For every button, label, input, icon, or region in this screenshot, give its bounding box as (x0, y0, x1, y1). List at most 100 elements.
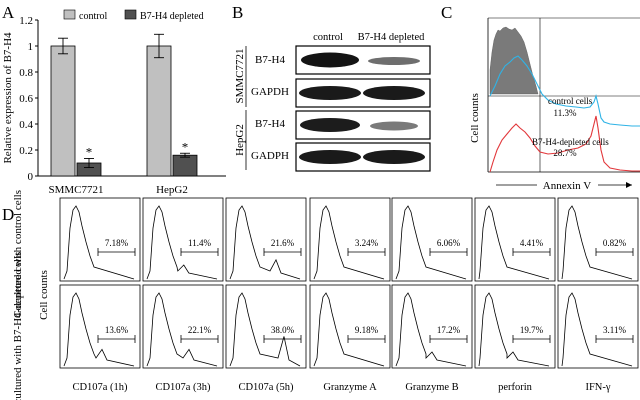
panel-c-label: C (441, 3, 452, 22)
panel-c-y-label: Cell counts (469, 93, 481, 143)
panel-c-x-arrowhead (626, 182, 632, 188)
panel-d-histogram-grid: D Cocultured with control cells Cocultur… (2, 190, 639, 400)
histogram-cell-r2-c7: 3.11% (557, 284, 639, 369)
histogram-curve (63, 205, 135, 280)
gate-percentage: 4.41% (520, 238, 544, 248)
histogram-curve-depleted (489, 115, 640, 173)
column-label: IFN-γ (585, 382, 610, 393)
histogram-cell-r2-c4: 9.18% (309, 284, 391, 369)
histogram-cell-r1-c6: 4.41% (474, 197, 556, 282)
histogram-cell-r2-c6: 19.7% (474, 284, 556, 369)
histogram-curve (146, 205, 218, 280)
histogram-curve (229, 292, 301, 367)
band-label-gapdh-smmc: GAPDH (251, 86, 289, 98)
gate-percentage: 22.1% (188, 325, 212, 335)
legend-label-depleted: B7-H4 depleted (140, 11, 204, 22)
y-tick-label: 0.2 (19, 145, 33, 157)
y-tick-label: 0.4 (19, 119, 33, 131)
histogram-filled (489, 26, 539, 95)
histogram-cell-r2-c2: 22.1% (142, 284, 224, 369)
histogram-curve (229, 205, 301, 280)
bar-marks: * * (50, 33, 198, 177)
histogram-cell-r1-c1: 7.18% (59, 197, 141, 282)
legend-swatch-control (63, 9, 76, 20)
panel-a-bar-chart: A control B7-H4 depleted 0 0.2 0.4 0.6 0.8 1 1… (2, 3, 226, 196)
gate-percentage: 11.4% (188, 238, 211, 248)
panel-b-western-blot: B control B7-H4 depleted SMMC7721 HepG2 … (232, 3, 431, 172)
histogram-cell-r1-c3: 21.6% (225, 197, 307, 282)
gate-percentage: 9.18% (355, 325, 379, 335)
column-label: CD107a (1h) (72, 382, 128, 393)
gate-percentage: 3.24% (355, 238, 379, 248)
blot-strip-b7h4-smmc (295, 45, 431, 75)
y-tick-label: 1.2 (19, 15, 33, 27)
panel-c-x-label: Annexin V (543, 180, 591, 192)
gate-percentage: 19.7% (520, 325, 544, 335)
column-label: perforin (498, 382, 533, 393)
bar-b7-h4-depleted-hepg2 (172, 154, 198, 177)
row-label-depleted-line1: Cocultured with B7-H4-depeted cells (12, 252, 24, 400)
histogram-cell-r1-c2: 11.4% (142, 197, 224, 282)
histogram-curve (395, 205, 467, 280)
histogram-grid-cells: 7.18% 11.4% 21.6% 3.24% 6.06% 4.41% 0.82% 13.6%… (59, 197, 639, 369)
x-tick-smmc7721: SMMC7721 (48, 184, 103, 196)
column-label: CD107a (3h) (155, 382, 211, 393)
histogram-curve (561, 205, 633, 280)
gate-percentage: 6.06% (437, 238, 461, 248)
panel-d-label: D (2, 205, 14, 224)
panel-c-value-depleted: 28.7% (553, 148, 577, 158)
gate-percentage: 7.18% (105, 238, 129, 248)
y-tick-label: 0.6 (19, 93, 33, 105)
y-tick-label: 0 (28, 171, 34, 183)
panel-d-y-label: Cell counts (38, 270, 50, 320)
gate-percentage: 38.0% (271, 325, 295, 335)
band-label-b7h4-hepg2: B7-H4 (255, 118, 285, 130)
row-label-control-line1: Cocultured with control cells (12, 190, 24, 318)
histogram-cell-r1-c4: 3.24% (309, 197, 391, 282)
legend-label-control: control (79, 11, 108, 22)
histogram-curve (478, 205, 550, 280)
panel-a-label: A (2, 3, 15, 22)
panel-c-label-depleted: B7-H4-depleted cells (532, 137, 609, 147)
panel-c-plot-frame (487, 17, 640, 173)
blot-strip-gapdh-smmc (295, 78, 431, 108)
y-tick-label: 0.8 (19, 67, 33, 79)
band-label-b7h4-smmc: B7-H4 (255, 54, 285, 66)
significance-asterisk: * (86, 144, 93, 159)
gate-percentage: 13.6% (105, 325, 129, 335)
gate-percentage: 3.11% (603, 325, 626, 335)
histogram-cell-r1-c7: 0.82% (557, 197, 639, 282)
bar-control-hepg2 (146, 45, 172, 177)
histogram-cell-r2-c1: 13.6% (59, 284, 141, 369)
column-labels: CD107a (1h) CD107a (3h) CD107a (5h) Granzym… (72, 382, 610, 393)
gate-percentage: 17.2% (437, 325, 461, 335)
histogram-curve (313, 292, 385, 367)
panel-c-value-control: 11.3% (554, 108, 577, 118)
blot-header-control: control (313, 32, 343, 43)
y-axis-ticks: 0 0.2 0.4 0.6 0.8 1 1.2 (19, 15, 38, 183)
panel-c-label-control: control cells (548, 96, 593, 106)
significance-asterisk: * (182, 139, 189, 154)
histogram-curve (146, 292, 218, 367)
histogram-curve (63, 292, 135, 367)
x-tick-hepg2: HepG2 (156, 184, 188, 196)
histogram-curve (313, 205, 385, 280)
gate-percentage: 0.82% (603, 238, 627, 248)
bar-control-smmc7721 (50, 45, 76, 177)
blot-strip-b7h4-hepg2 (295, 110, 431, 140)
histogram-cell-r2-c5: 17.2% (391, 284, 473, 369)
band-label-gadph-hepg2: GADPH (251, 150, 289, 162)
y-axis-label: Relative expression of B7-H4 (2, 32, 14, 164)
histogram-curve (561, 292, 633, 367)
column-label: Granzyme A (323, 382, 377, 393)
column-label: CD107a (5h) (238, 382, 294, 393)
gate-percentage: 21.6% (271, 238, 295, 248)
histogram-cell-r2-c3: 38.0% (225, 284, 307, 369)
panel-b-label: B (232, 3, 243, 22)
column-label: Granzyme B (405, 382, 458, 393)
cell-line-label-smmc7721: SMMC7721 (234, 48, 246, 103)
histogram-curve (395, 292, 467, 367)
histogram-curve (478, 292, 550, 367)
legend-swatch-depleted (124, 9, 137, 20)
